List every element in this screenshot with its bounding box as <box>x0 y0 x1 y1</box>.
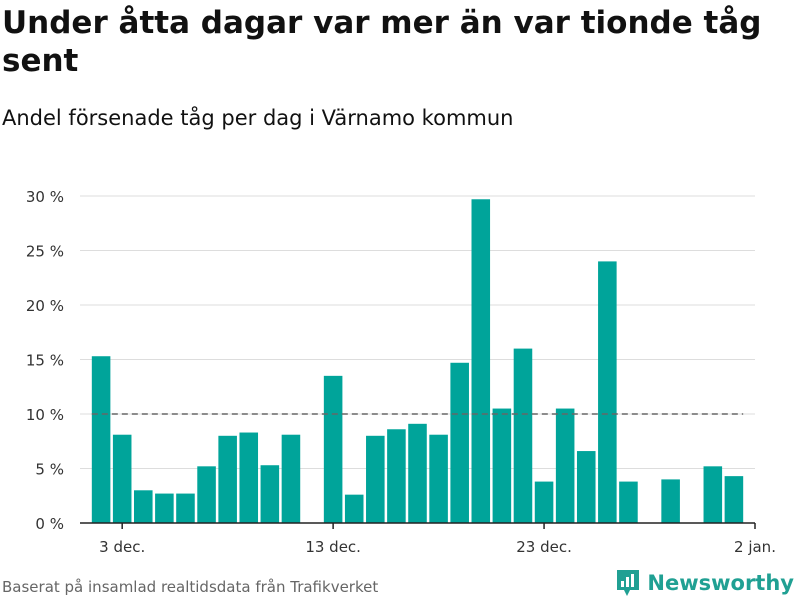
brand-logo[interactable]: Newsworthy <box>615 568 794 598</box>
bar <box>450 362 469 523</box>
y-tick-label: 30 % <box>26 188 64 206</box>
y-tick-label: 5 % <box>35 461 64 479</box>
bar <box>134 490 153 523</box>
bar <box>366 435 385 523</box>
chart-subtitle: Andel försenade tåg per dag i Värnamo ko… <box>2 106 514 130</box>
bar <box>555 408 575 523</box>
bar <box>323 375 343 523</box>
bar <box>218 435 237 523</box>
bar <box>155 493 174 523</box>
bar <box>281 434 301 523</box>
brand-name: Newsworthy <box>647 571 794 595</box>
y-tick-label: 10 % <box>26 406 64 424</box>
bar <box>513 348 533 523</box>
bar <box>703 466 723 523</box>
bar <box>344 494 364 523</box>
bar <box>661 479 680 523</box>
bar <box>492 408 512 523</box>
bar <box>619 481 638 523</box>
y-tick-label: 20 % <box>26 297 64 315</box>
bar <box>112 434 132 523</box>
bar <box>260 465 280 523</box>
x-tick-label: 3 dec. <box>99 538 145 556</box>
y-tick-label: 0 % <box>35 515 64 533</box>
newsworthy-chart-bubble-icon <box>617 570 640 596</box>
axes: 0 % 5 % 10 % 15 % 20 % 25 % 30 % 3 dec. 13 dec. 2… <box>26 188 776 556</box>
y-tick-label: 25 % <box>26 243 64 261</box>
bar <box>471 199 491 523</box>
bar <box>387 429 406 523</box>
bar <box>724 476 744 523</box>
bar <box>598 261 617 523</box>
bar <box>534 481 554 523</box>
bar <box>176 493 195 523</box>
bar <box>197 466 216 523</box>
bar <box>576 451 596 523</box>
bar <box>91 356 111 523</box>
chart-title: Under åtta dagar var mer än var tionde t… <box>2 5 762 79</box>
x-tick-label: 13 dec. <box>305 538 361 556</box>
x-tick-label: 2 jan. <box>734 538 776 556</box>
y-tick-label: 15 % <box>26 352 64 370</box>
source-note: Baserat på insamlad realtidsdata från Tr… <box>2 578 379 596</box>
x-tick-label: 23 dec. <box>516 538 572 556</box>
bar <box>239 432 259 523</box>
bar <box>408 423 427 523</box>
bar <box>429 434 448 523</box>
bars <box>91 199 744 523</box>
